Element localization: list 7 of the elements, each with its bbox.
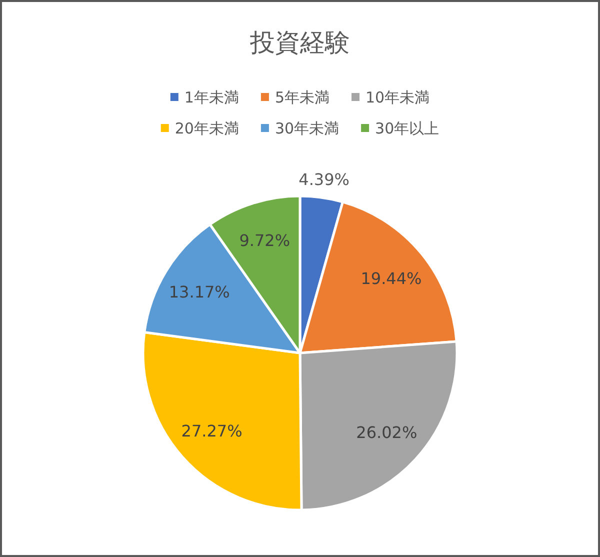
legend-label: 10年未満 xyxy=(366,88,430,106)
legend-label: 20年未満 xyxy=(174,119,239,138)
legend-label: 30年以上 xyxy=(375,119,440,138)
legend-label: 30年未満 xyxy=(274,119,340,138)
legend-label: 5年未満 xyxy=(274,88,330,106)
legend-label: 1年未満 xyxy=(184,88,239,106)
title: 投資経験 xyxy=(250,28,350,57)
